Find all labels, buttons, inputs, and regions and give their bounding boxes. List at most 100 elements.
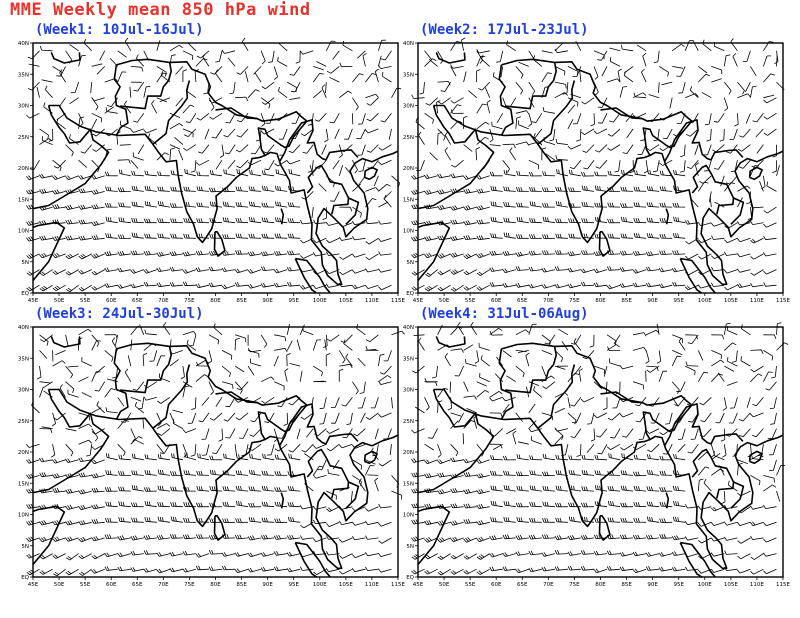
wind-barb (40, 334, 53, 343)
wind-barb (235, 186, 249, 192)
wind-barb (248, 517, 262, 523)
wind-barb (78, 536, 92, 543)
wind-barb (221, 267, 236, 272)
wind-barb (645, 552, 660, 557)
wind-barb (26, 520, 40, 526)
wind-barb (273, 551, 288, 556)
y-tick-label: EQ (21, 575, 29, 581)
wind-barb (607, 218, 621, 224)
wind-barb (312, 465, 324, 476)
wind-barb (476, 284, 490, 291)
wind-barb (133, 438, 144, 445)
wind-barb (261, 266, 275, 271)
wind-barb (769, 397, 777, 409)
wind-barb (52, 284, 66, 292)
map-frame (32, 42, 399, 294)
wind-barb (580, 128, 595, 136)
wind-barb (274, 334, 287, 342)
wind-barb (339, 269, 353, 276)
wind-barb (659, 144, 673, 152)
wind-barb (476, 381, 487, 387)
wind-barb (39, 252, 53, 259)
wind-barb (242, 37, 249, 52)
wind-barb (597, 444, 608, 455)
wind-barb (378, 521, 392, 527)
wind-barb (528, 428, 542, 433)
wind-barb (235, 412, 249, 421)
wind-barb (182, 534, 196, 540)
wind-barb (646, 516, 660, 523)
wind-barb (593, 66, 599, 80)
wind-barb (378, 412, 392, 418)
wind-barb (619, 365, 634, 370)
wind-barb (619, 551, 634, 557)
x-tick-label: 80E (595, 582, 606, 588)
wind-barb (411, 428, 425, 434)
wind-barb (248, 217, 262, 224)
wind-barb (343, 339, 353, 351)
wind-barbs (411, 37, 785, 292)
wind-barb (381, 50, 392, 61)
wind-barb (698, 537, 712, 544)
wind-barb (351, 269, 366, 274)
wind-barb (156, 40, 161, 51)
wind-barb (541, 72, 552, 83)
wind-barb (332, 50, 340, 60)
wind-barb (221, 284, 236, 290)
wind-barb (723, 521, 738, 526)
wind-barb (484, 87, 491, 98)
wind-barb (575, 41, 582, 51)
coastline (294, 542, 318, 578)
wind-barb (274, 471, 288, 476)
wind-barb (322, 207, 327, 220)
wind-barb (617, 68, 622, 83)
wind-barb (466, 408, 477, 414)
wind-barb (304, 453, 314, 461)
wind-barb (737, 144, 751, 152)
wind-barb (143, 487, 157, 492)
wind-barb (578, 368, 583, 382)
wind-barb (197, 453, 210, 461)
wind-barb (235, 201, 249, 208)
wind-barb (476, 49, 490, 54)
wind-barb (503, 217, 516, 224)
wind-barb (208, 381, 214, 395)
wind-barb (732, 53, 738, 67)
coastline (730, 197, 745, 225)
wind-barb (646, 501, 660, 508)
wind-barb (450, 252, 464, 258)
wind-barb (365, 187, 379, 192)
wind-barb (156, 552, 171, 557)
wind-barb (632, 347, 647, 352)
wind-barb (489, 144, 501, 147)
wind-barb (581, 516, 595, 523)
coastline (691, 448, 735, 499)
coastline (50, 336, 81, 348)
wind-barb (274, 233, 288, 239)
x-tick-label: 95E (288, 582, 299, 588)
wind-barb (428, 428, 438, 439)
x-tick-label: 90E (647, 582, 658, 588)
wind-barb (260, 97, 271, 109)
wind-barb (182, 385, 190, 398)
wind-barb (437, 81, 451, 86)
wind-barb (770, 412, 777, 425)
wind-barb (105, 216, 118, 224)
wind-barb (490, 517, 503, 523)
wind-barb (235, 518, 249, 523)
wind-barb (288, 453, 301, 461)
wind-barb (221, 365, 231, 378)
wind-barb (411, 519, 425, 525)
wind-barb (43, 381, 53, 389)
wind-barb (133, 81, 145, 92)
wind-barb (502, 143, 516, 149)
wind-barb (476, 459, 490, 464)
wind-barb (589, 334, 595, 348)
wind-barb (659, 202, 673, 208)
wind-barb (737, 537, 751, 544)
wind-barb (572, 113, 582, 125)
panel-label-week2: (Week2: 17Jul-23Jul) (420, 22, 589, 38)
wind-barb (515, 141, 530, 146)
wind-barb (65, 204, 79, 210)
wind-barb (169, 112, 181, 118)
